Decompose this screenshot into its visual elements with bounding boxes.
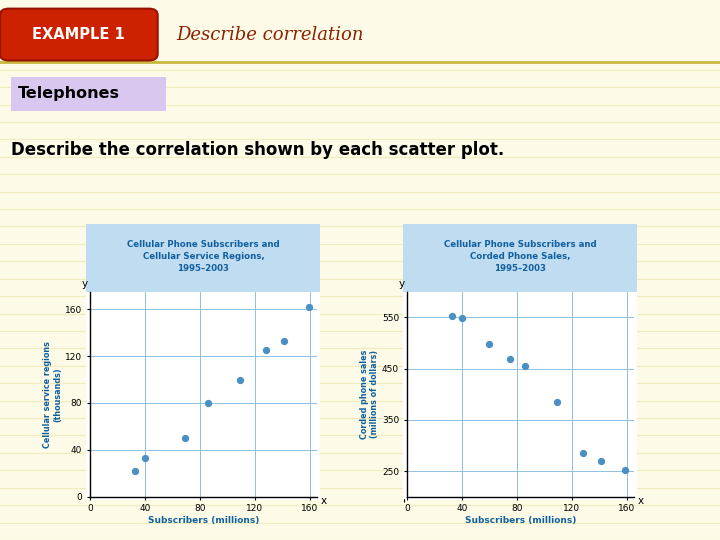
Text: Telephones: Telephones (18, 86, 120, 102)
Y-axis label: Cellular service regions
(thousands): Cellular service regions (thousands) (43, 341, 63, 448)
Text: EXAMPLE 1: EXAMPLE 1 (32, 27, 125, 42)
X-axis label: Subscribers (millions): Subscribers (millions) (148, 516, 259, 525)
Point (278, 336, 289, 345)
Point (303, 302, 315, 311)
Text: x: x (638, 496, 644, 506)
Point (139, 454, 150, 462)
FancyBboxPatch shape (11, 77, 166, 111)
Text: Describe the correlation shown by each scatter plot.: Describe the correlation shown by each s… (11, 141, 504, 159)
Text: y: y (398, 279, 405, 289)
FancyBboxPatch shape (403, 292, 637, 500)
FancyBboxPatch shape (403, 227, 637, 500)
Text: y: y (81, 279, 88, 289)
Point (456, 314, 467, 322)
Point (620, 466, 631, 475)
Point (484, 340, 495, 348)
Point (202, 399, 214, 407)
Point (130, 467, 141, 475)
Point (595, 457, 606, 465)
FancyBboxPatch shape (0, 0, 720, 62)
Point (234, 375, 246, 384)
FancyBboxPatch shape (86, 227, 320, 500)
FancyBboxPatch shape (86, 224, 320, 292)
X-axis label: Subscribers (millions): Subscribers (millions) (464, 516, 576, 525)
Text: Describe correlation: Describe correlation (176, 25, 364, 44)
FancyBboxPatch shape (86, 292, 320, 500)
Text: x: x (321, 496, 327, 506)
Text: Cellular Phone Subscribers and
Cellular Service Regions,
1995–2003: Cellular Phone Subscribers and Cellular … (127, 240, 279, 273)
Text: Cellular Phone Subscribers and
Corded Phone Sales,
1995–2003: Cellular Phone Subscribers and Corded Ph… (444, 240, 596, 273)
Point (519, 362, 531, 370)
Point (179, 434, 191, 442)
FancyBboxPatch shape (403, 224, 637, 292)
Point (577, 449, 588, 457)
Point (504, 355, 516, 363)
Point (446, 312, 458, 321)
Y-axis label: Corded phone sales
(millions of dollars): Corded phone sales (millions of dollars) (360, 349, 379, 439)
Point (260, 346, 271, 355)
Point (551, 397, 562, 406)
FancyBboxPatch shape (0, 9, 158, 60)
